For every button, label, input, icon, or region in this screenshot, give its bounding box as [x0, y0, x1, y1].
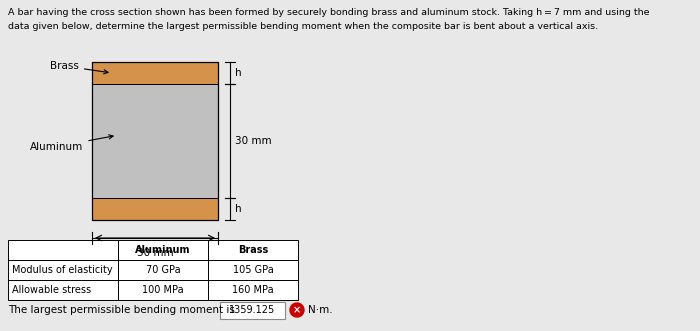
Bar [208, 240, 298, 260]
Text: 105 GPa: 105 GPa [232, 265, 274, 275]
Bar [92, 62, 218, 84]
Text: Aluminum: Aluminum [135, 245, 190, 255]
Bar [8, 260, 118, 280]
Text: A bar having the cross section shown has been formed by securely bonding brass a: A bar having the cross section shown has… [8, 8, 650, 17]
Bar [92, 62, 218, 220]
Text: 30 mm: 30 mm [235, 136, 272, 146]
Bar [92, 198, 218, 220]
Bar [220, 302, 285, 318]
Bar [92, 84, 218, 198]
Text: Brass: Brass [238, 245, 268, 255]
Text: Brass: Brass [50, 61, 108, 74]
Text: h: h [235, 204, 241, 214]
Text: ×: × [293, 305, 301, 315]
Text: 30 mm: 30 mm [136, 248, 174, 258]
Text: Aluminum: Aluminum [30, 135, 113, 152]
Bar [8, 240, 118, 260]
Bar [118, 240, 208, 260]
Text: 160 MPa: 160 MPa [232, 285, 274, 295]
Circle shape [290, 303, 304, 317]
Text: h: h [235, 68, 241, 78]
Bar [118, 280, 208, 300]
Text: 70 GPa: 70 GPa [146, 265, 181, 275]
Text: 1359.125: 1359.125 [230, 305, 276, 315]
Text: N·m.: N·m. [308, 305, 332, 315]
Bar [208, 260, 298, 280]
Bar [8, 280, 118, 300]
Text: data given below, determine the largest permissible bending moment when the comp: data given below, determine the largest … [8, 22, 598, 31]
Text: The largest permissible bending moment is: The largest permissible bending moment i… [8, 305, 235, 315]
Bar [208, 280, 298, 300]
Bar [118, 260, 208, 280]
Text: Modulus of elasticity: Modulus of elasticity [12, 265, 113, 275]
Text: Allowable stress: Allowable stress [12, 285, 91, 295]
Text: 100 MPa: 100 MPa [142, 285, 184, 295]
